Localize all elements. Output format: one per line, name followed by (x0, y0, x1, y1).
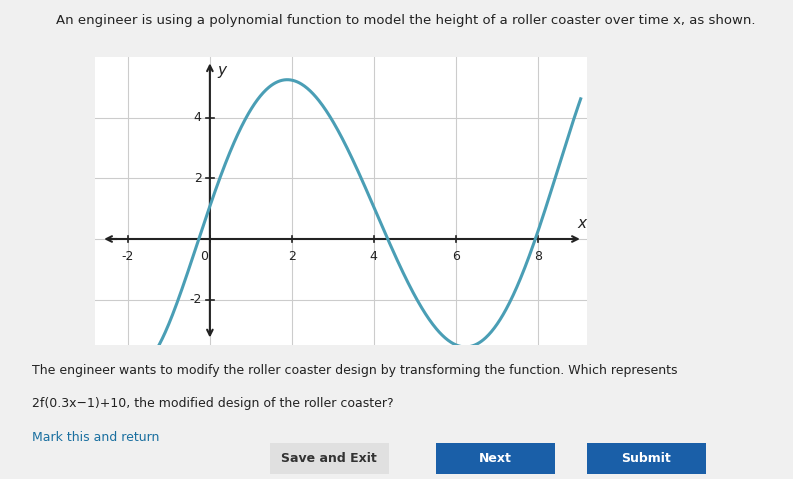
Text: x: x (577, 216, 586, 230)
Text: The engineer wants to modify the roller coaster design by transforming the funct: The engineer wants to modify the roller … (32, 364, 677, 376)
Text: Save and Exit: Save and Exit (282, 452, 377, 465)
Text: Submit: Submit (622, 452, 671, 465)
Text: 0: 0 (200, 251, 208, 263)
Text: -2: -2 (190, 293, 201, 306)
Text: y: y (217, 63, 226, 78)
Text: An engineer is using a polynomial function to model the height of a roller coast: An engineer is using a polynomial functi… (56, 14, 755, 27)
Text: 2f(0.3x−1)+10, the modified design of the roller coaster?: 2f(0.3x−1)+10, the modified design of th… (32, 397, 393, 410)
Text: 4: 4 (193, 112, 201, 125)
Text: -2: -2 (122, 251, 134, 263)
Text: Next: Next (479, 452, 512, 465)
Text: 2: 2 (193, 172, 201, 185)
Text: 4: 4 (370, 251, 377, 263)
Text: Mark this and return: Mark this and return (32, 431, 159, 444)
Text: 2: 2 (288, 251, 296, 263)
Text: 8: 8 (534, 251, 542, 263)
Text: 6: 6 (452, 251, 460, 263)
